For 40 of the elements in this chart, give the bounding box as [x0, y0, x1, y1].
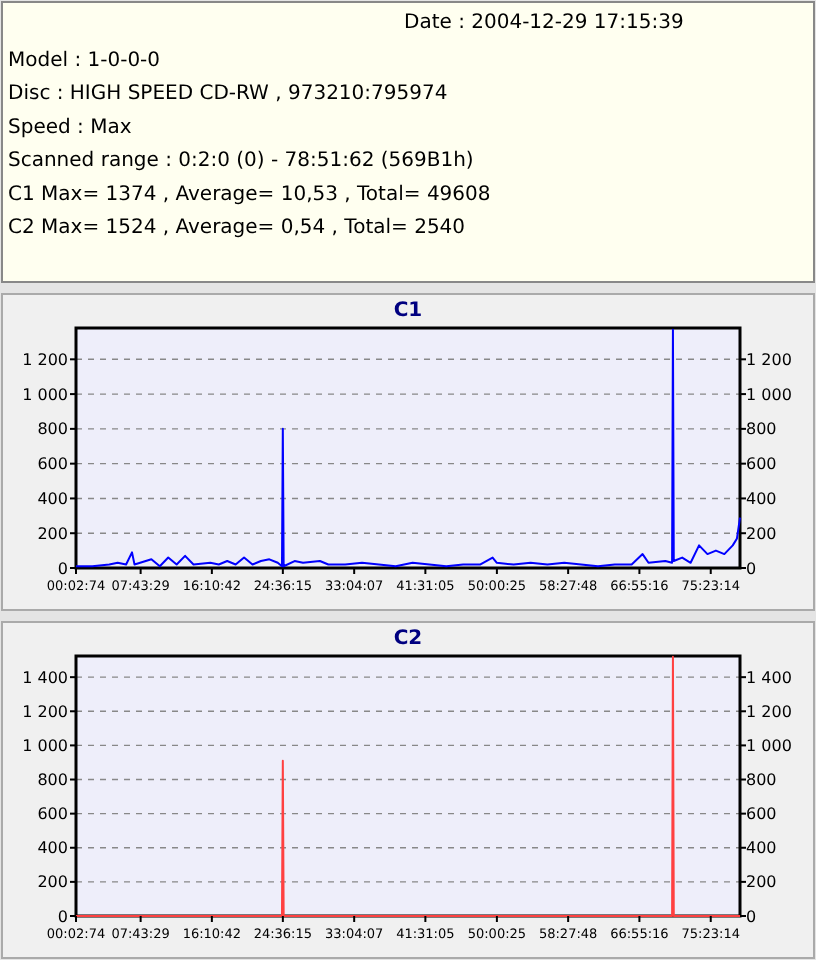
y2-tick-label: 800: [746, 420, 777, 439]
y-tick-label: 600: [37, 455, 68, 474]
text: C2 Max= 1524 , Average= 0,54 , Total= 2540: [8, 217, 466, 239]
text: Model : 1-0-0-0: [8, 50, 161, 72]
y2-tick-label: 0: [746, 559, 757, 578]
y-tick-label: 1 400: [22, 668, 68, 687]
text: Speed : Max: [8, 116, 132, 139]
y2-tick-label: 1 400: [746, 668, 792, 687]
y-tick-label: 400: [37, 490, 68, 509]
y2-tick-label: 400: [746, 490, 777, 509]
text: Scanned range : 0:2:0 (0) - 78:51:62 (569B1h): [8, 150, 474, 173]
y2-tick-label: 600: [746, 455, 777, 474]
y-tick-label: 1 000: [22, 737, 68, 755]
y2-tick-label: 400: [746, 839, 777, 858]
y2-tick-label: 1 200: [746, 702, 792, 721]
text: C1 Max= 1374 , Average= 10,53 , Total= 49608: [8, 183, 491, 206]
y-tick-label: 400: [37, 839, 68, 858]
y-tick-label: 1 200: [22, 350, 68, 369]
y-tick-label: 1 200: [22, 702, 68, 721]
y2-tick-label: 200: [746, 873, 777, 892]
y-tick-label: 0: [57, 559, 68, 578]
text: Disc : HIGH SPEED CD-RW , 973210:795974: [8, 83, 448, 106]
y-tick-label: 1 000: [22, 385, 68, 404]
y2-tick-label: 1 000: [746, 385, 792, 404]
y-tick-label: 200: [37, 524, 68, 543]
y2-tick-label: 200: [746, 524, 777, 543]
y2-tick-label: 1 200: [746, 350, 792, 369]
y-tick-label: 0: [57, 907, 68, 926]
y2-tick-label: 1 000: [746, 737, 792, 755]
text: Date : 2004-12-29 17:15:39: [404, 12, 684, 34]
y2-tick-label: 0: [746, 907, 757, 926]
y-tick-label: 800: [37, 771, 68, 790]
y-tick-label: 600: [37, 805, 68, 824]
y-tick-label: 800: [37, 420, 68, 439]
chart-title: C1: [393, 300, 423, 322]
y-tick-label: 200: [37, 873, 68, 892]
y2-tick-label: 600: [746, 805, 777, 824]
chart-title: C2: [393, 628, 423, 650]
line-series: [75, 328, 741, 568]
y2-tick-label: 800: [746, 771, 777, 790]
